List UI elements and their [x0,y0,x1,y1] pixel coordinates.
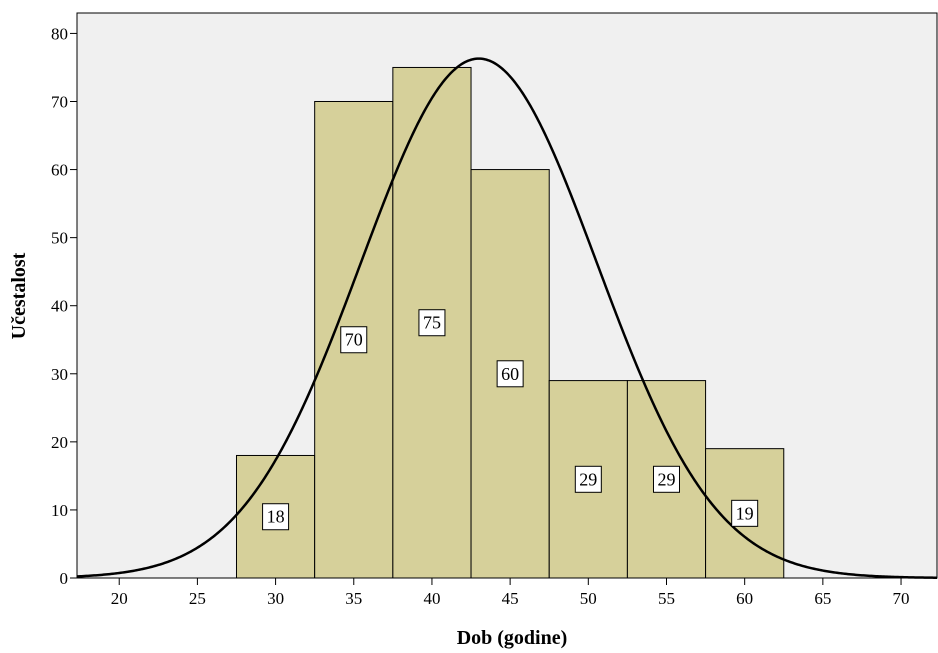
bar-value-label-box [731,499,759,527]
bar-value-label: 75 [423,313,441,333]
bar-value-label: 29 [657,469,675,489]
y-axis-title: Učestalost [8,252,30,339]
x-tick-label: 35 [345,589,362,608]
x-tick-label: 50 [580,589,597,608]
bar-value-label: 70 [345,330,363,350]
bar-value-label-box [496,360,524,388]
y-tick-label: 60 [51,161,68,180]
x-axis-title: Dob (godine) [457,627,568,649]
bar-value-label-box [418,309,446,337]
bar-value-label: 29 [579,469,597,489]
x-tick-label: 65 [814,589,831,608]
bar-value-label-box [262,503,290,531]
x-tick-label: 55 [658,589,675,608]
bar-value-label-box [340,326,368,354]
y-tick-label: 70 [51,92,68,111]
y-tick-label: 10 [51,501,68,520]
bar-labels-group: 18 70 75 60 29 29 19 [262,309,759,531]
x-tick-label: 30 [267,589,284,608]
y-tick-label: 40 [51,297,68,316]
x-tick-label: 70 [893,589,910,608]
x-tick-label: 40 [423,589,440,608]
y-tick-label: 80 [51,24,68,43]
x-tick-label: 45 [502,589,519,608]
y-axis: 0 10 20 30 40 50 60 70 80 [51,13,78,588]
normal-curve [76,57,938,579]
bar-value-label-box [574,465,602,493]
x-axis: 20 25 30 35 40 45 50 55 60 65 70 [77,577,937,608]
y-tick-label: 0 [60,569,69,588]
bar-value-label: 19 [736,503,754,523]
bar-value-label-box [652,465,680,493]
y-tick-label: 30 [51,365,68,384]
y-tick-label: 20 [51,433,68,452]
x-tick-label: 25 [189,589,206,608]
x-tick-label: 60 [736,589,753,608]
bar-value-label: 60 [501,364,519,384]
x-tick-label: 20 [111,589,128,608]
bar-value-label: 18 [267,507,285,527]
y-tick-label: 50 [51,229,68,248]
